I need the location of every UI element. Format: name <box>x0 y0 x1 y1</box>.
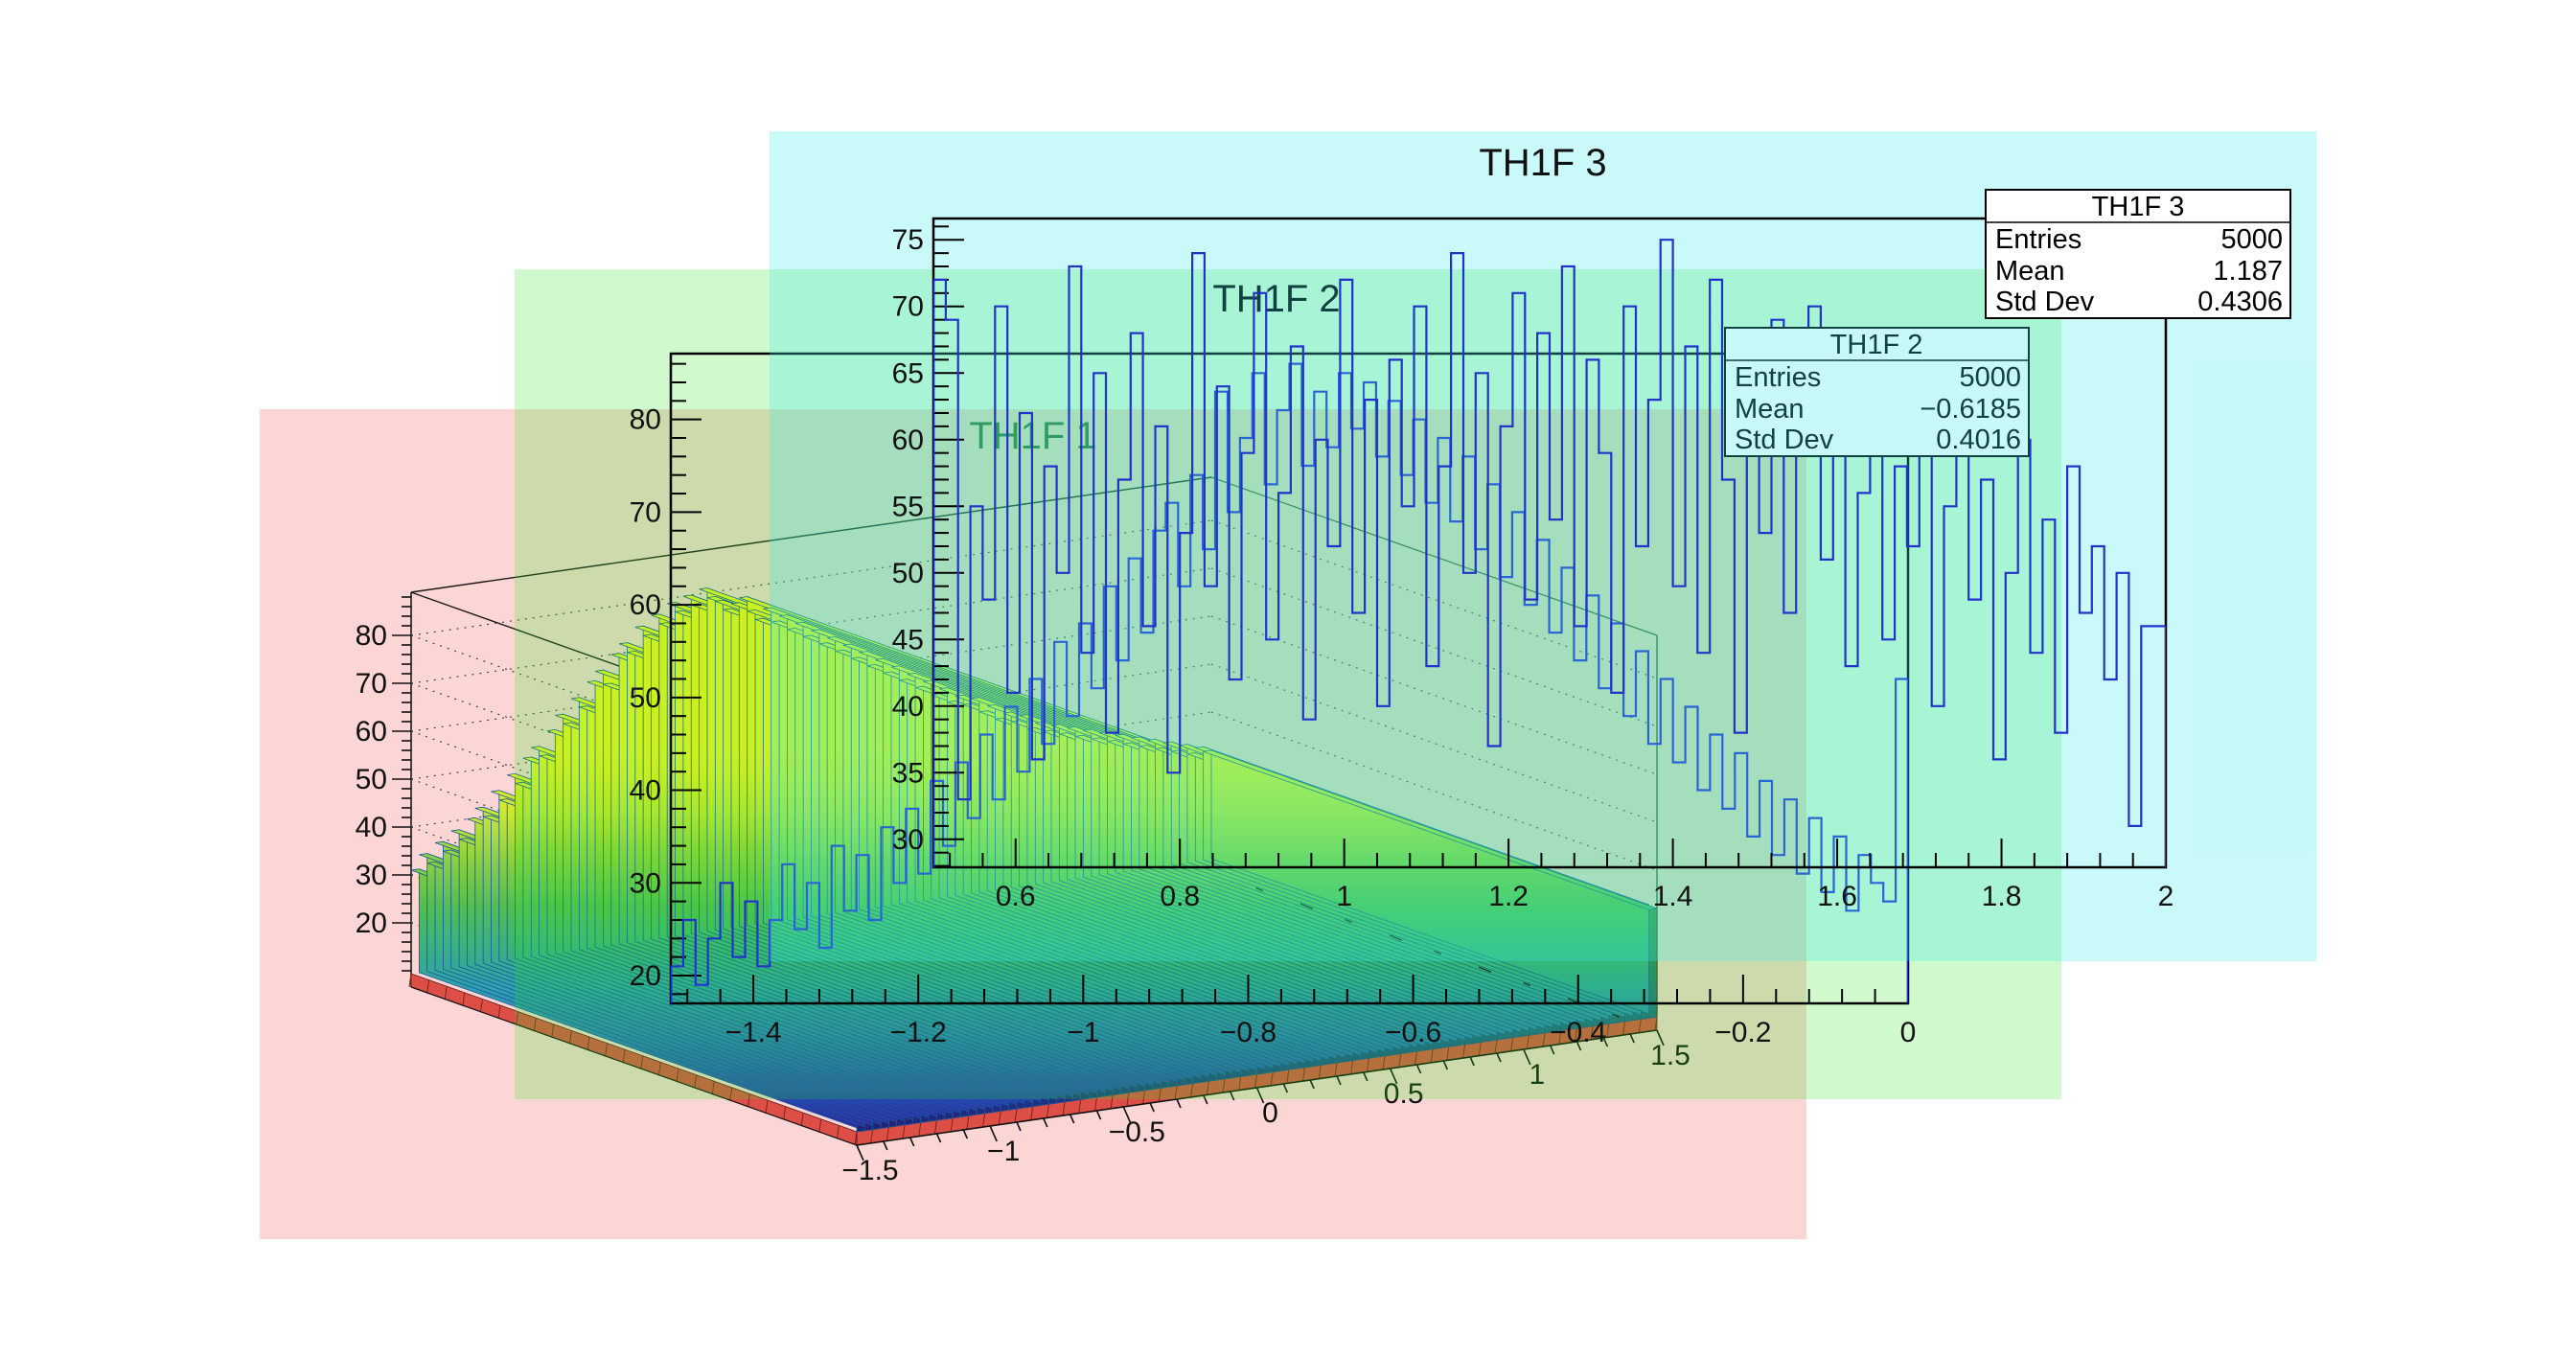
y-tick-label: 60 <box>892 425 924 456</box>
lego-z-tick-label: 30 <box>356 860 387 891</box>
stats-box-th1f3-frame <box>1985 189 2291 319</box>
pad-th1f3: 30 35 40 45 50 55 60 65 70 75 0.6 0.8 1 1.2 1.4 1.6 1.8 2… <box>770 131 2316 961</box>
x-tick-label: −1.4 <box>724 1017 781 1048</box>
x-tick-label: −0.8 <box>1220 1017 1276 1048</box>
y-tick-label: 75 <box>892 224 924 256</box>
stats-label: Mean <box>1735 394 1805 425</box>
lego-x-tick-label: 1.5 <box>1650 1040 1690 1071</box>
stats-value: −0.6185 <box>1920 394 2021 425</box>
y-tick-label: 80 <box>630 404 661 436</box>
lego-z-tick-label: 80 <box>356 620 387 652</box>
stats-value: 1.187 <box>2213 256 2283 287</box>
x-tick-label: 1.6 <box>1817 881 1857 912</box>
stats-value: 5000 <box>1959 362 2021 393</box>
lego-x-tick-label: −0.5 <box>1109 1116 1165 1148</box>
lego-z-tick-label: 70 <box>356 668 387 700</box>
stats-value: 0.4016 <box>1936 425 2021 455</box>
lego-z-tick-label: 60 <box>356 716 387 748</box>
y-tick-label: 45 <box>892 624 924 656</box>
y-tick-label: 30 <box>892 824 924 856</box>
y-tick-label: 30 <box>630 867 661 899</box>
pad-title-th1f3: TH1F 3 <box>1479 142 1606 184</box>
y-tick-label: 70 <box>630 496 661 528</box>
lego-plot-th1f1: −1.5 −1 −0.5 0 0.5 1 1.5 20 30 40 50 60 70 80 <box>356 476 1690 1186</box>
frame-th1f3: 30 35 40 45 50 55 60 65 70 75 0.6 0.8 1 1.2 1.4 1.6 1.8 2 <box>892 217 2174 912</box>
x-tick-label: 0.6 <box>996 881 1036 912</box>
lego-x-tick-label: 0.5 <box>1384 1078 1424 1110</box>
x-tick-label: 0 <box>1900 1017 1917 1048</box>
stats-label: Mean <box>1995 256 2065 287</box>
x-tick-label: 2 <box>2158 881 2174 912</box>
pad-title-th1f2: TH1F 2 <box>1212 278 1340 320</box>
x-tick-label: 1.8 <box>1982 881 2022 912</box>
stats-label: Std Dev <box>1995 287 2095 317</box>
x-tick-label: −1.2 <box>890 1017 947 1048</box>
y-tick-label: 60 <box>630 589 661 621</box>
lego-z-tick-label: 20 <box>356 908 387 939</box>
lego-x-tick-label: 1 <box>1529 1059 1545 1091</box>
y-tick-label: 55 <box>892 491 924 522</box>
stats-value: 0.4306 <box>2197 287 2283 317</box>
stats-label: Entries <box>1735 362 1821 393</box>
frame-th1f2: 20 30 40 50 60 70 80 −1.4 −1.2 −1 −0.8 −0.6 −0.4 −0.2… <box>630 352 1917 1048</box>
y-tick-label: 35 <box>892 757 924 789</box>
x-tick-label: −0.6 <box>1385 1017 1441 1048</box>
x-tick-label: −1 <box>1067 1017 1099 1048</box>
histogram-line-th1f2 <box>671 362 1908 1003</box>
stats-title-th1f3: TH1F 3 <box>2092 192 2185 222</box>
y-tick-label: 20 <box>630 960 661 992</box>
x-tick-label: 1.2 <box>1488 881 1529 912</box>
x-tick-label: 1 <box>1336 881 1352 912</box>
stats-box-th1f2: TH1F 2 Entries 5000 Mean −0.6185 Std Dev… <box>1724 327 2030 457</box>
y-tick-label: 40 <box>892 691 924 723</box>
y-tick-label: 65 <box>892 357 924 389</box>
y-tick-label: 50 <box>892 558 924 589</box>
x-tick-label: 0.8 <box>1160 881 1200 912</box>
lego-z-tick-label: 50 <box>356 764 387 795</box>
x-tick-label: −0.4 <box>1550 1017 1606 1048</box>
lego-x-tick-label: −1 <box>987 1136 1020 1167</box>
lego-z-tick-label: 40 <box>356 812 387 843</box>
stats-label: Entries <box>1995 224 2082 255</box>
x-tick-label: −0.2 <box>1714 1017 1771 1048</box>
y-tick-label: 50 <box>630 682 661 714</box>
lego-x-tick-label: 0 <box>1262 1097 1278 1129</box>
stats-box-th1f2-frame <box>1724 327 2030 457</box>
y-tick-label: 40 <box>630 775 661 807</box>
lego-x-tick-label: −1.5 <box>841 1155 898 1186</box>
y-tick-label: 70 <box>892 291 924 323</box>
stats-label: Std Dev <box>1735 425 1834 455</box>
x-tick-label: 1.4 <box>1653 881 1693 912</box>
stats-title-th1f2: TH1F 2 <box>1830 330 1923 360</box>
stats-box-th1f3: TH1F 3 Entries 5000 Mean 1.187 Std Dev 0… <box>1985 189 2291 319</box>
stats-value: 5000 <box>2220 224 2283 255</box>
